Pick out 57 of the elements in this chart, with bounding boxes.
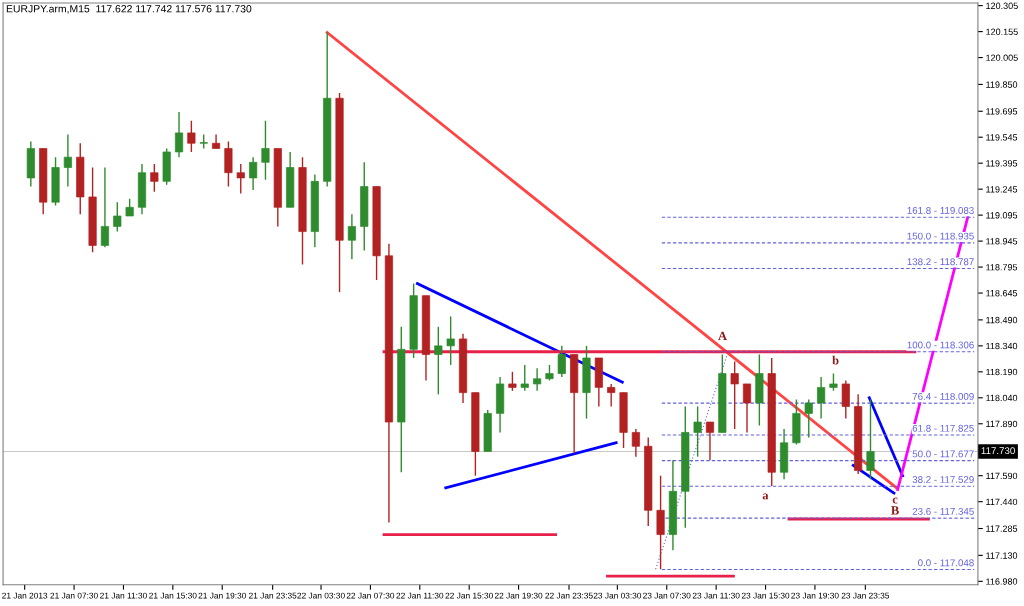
series-label: 138.2 - 118.787 (907, 258, 974, 266)
x-tick-label: 21 Jan 11:30 (100, 592, 147, 599)
y-tick-label: 120.155 (986, 28, 1018, 35)
series-label: 61.8 - 117.825 (912, 424, 974, 432)
x-tick-label: 23 Jan 07:30 (643, 592, 691, 599)
x-tick-label: 21 Jan 23:35 (248, 592, 297, 599)
y-tick-label: 117.285 (986, 525, 1018, 532)
annotation: c (892, 497, 898, 504)
x-tick-label: 21 Jan 19:30 (198, 592, 247, 599)
y-tick-label: 118.490 (986, 316, 1018, 324)
y-tick-label: 118.340 (986, 342, 1018, 350)
y-tick-label: 117.130 (986, 552, 1018, 559)
chart-title: EURJPY.arm,M15 117.622 117.742 117.576 117.730 (6, 5, 252, 14)
x-tick-label: 22 Jan 15:30 (445, 592, 493, 599)
y-tick-label: 119.695 (986, 108, 1018, 115)
annotation: A (718, 331, 727, 340)
annotation: B (891, 506, 899, 515)
y-tick-label: 116.980 (986, 578, 1018, 585)
x-tick-label: 21 Jan 2013 (2, 592, 48, 599)
x-tick-label: 23 Jan 11:30 (692, 592, 740, 599)
series-label: 100.0 - 118.306 (907, 341, 974, 349)
y-tick-label: 117.890 (986, 420, 1018, 428)
x-tick-label: 22 Jan 03:30 (297, 592, 345, 599)
x-tick-label: 21 Jan 15:30 (149, 592, 197, 599)
series-label: 161.8 - 119.083 (907, 207, 974, 214)
y-tick-label: 118.040 (986, 394, 1018, 402)
x-tick-label: 22 Jan 23:35 (545, 592, 593, 599)
annotation: b (832, 355, 839, 365)
y-tick-label: 120.305 (986, 2, 1018, 9)
y-tick-label: 119.395 (986, 160, 1018, 167)
y-tick-label: 118.795 (986, 264, 1018, 271)
series-label: 76.4 - 118.009 (912, 392, 974, 400)
x-tick-label: 22 Jan 07:30 (346, 592, 395, 599)
series-label: 50.0 - 117.677 (912, 450, 974, 458)
x-tick-label: 23 Jan 19:30 (791, 592, 839, 599)
x-tick-label: 23 Jan 03:30 (593, 592, 642, 599)
y-tick-label: 119.850 (986, 81, 1018, 88)
series-label: 23.6 - 117.345 (912, 507, 974, 515)
x-tick-label: 23 Jan 23:35 (841, 592, 890, 599)
y-tick-label: 118.945 (986, 238, 1018, 245)
x-tick-label: 21 Jan 07:30 (50, 592, 98, 599)
y-tick-label: 117.590 (986, 472, 1018, 480)
series-label: 150.0 - 118.935 (907, 232, 974, 240)
y-tick-label: 119.095 (986, 212, 1018, 219)
x-tick-label: 22 Jan 19:30 (494, 592, 543, 599)
y-tick-label: 118.190 (986, 368, 1018, 376)
series-label: 0.0 - 117.048 (918, 559, 974, 567)
x-tick-label: 23 Jan 15:30 (741, 592, 790, 599)
y-tick-label: 118.645 (986, 290, 1018, 297)
y-tick-label: 120.005 (986, 54, 1018, 61)
y-tick-label: 119.245 (986, 186, 1018, 193)
y-tick-label: 119.545 (986, 134, 1018, 141)
x-tick-label: 22 Jan 11:30 (396, 592, 444, 599)
y-tick-label: 117.440 (986, 498, 1018, 506)
annotation: a (762, 493, 769, 500)
series-label: 38.2 - 117.529 (912, 476, 974, 483)
ref-line-label: 117.730 (981, 447, 1015, 455)
